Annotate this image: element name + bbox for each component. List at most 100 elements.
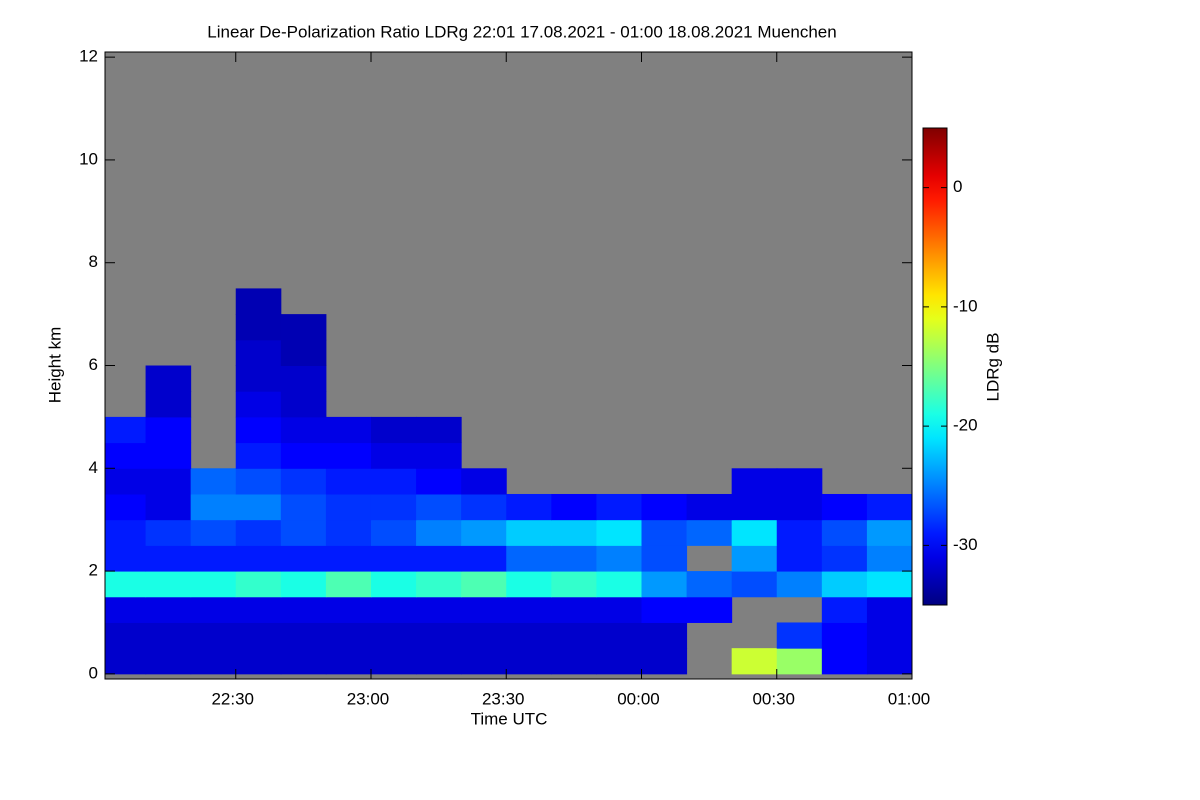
heatmap-cell bbox=[686, 571, 733, 598]
heatmap-cell bbox=[686, 493, 733, 521]
heatmap-cell bbox=[280, 391, 327, 418]
heatmap-cell bbox=[370, 493, 417, 521]
heatmap-cell bbox=[821, 545, 868, 572]
heatmap-cell bbox=[416, 571, 462, 598]
heatmap-cell bbox=[866, 648, 913, 675]
heatmap-cell bbox=[235, 545, 282, 572]
heatmap-cell bbox=[416, 442, 462, 469]
heatmap-cell bbox=[461, 468, 507, 495]
heatmap-cell bbox=[416, 596, 462, 623]
heatmap-cell bbox=[596, 519, 642, 546]
x-tick-label: 23:30 bbox=[482, 689, 525, 708]
heatmap-cell bbox=[235, 622, 282, 649]
heatmap-cell bbox=[866, 519, 913, 546]
heatmap-cell bbox=[641, 545, 688, 572]
heatmap-cell bbox=[145, 596, 192, 623]
heatmap-cell bbox=[105, 571, 147, 598]
chart-title: Linear De-Polarization Ratio LDRg 22:01 … bbox=[207, 22, 836, 41]
heatmap-cell bbox=[235, 288, 282, 315]
heatmap-cell bbox=[641, 648, 688, 675]
heatmap-cell bbox=[821, 648, 868, 675]
y-axis-label: Height km bbox=[45, 327, 64, 404]
heatmap-cell bbox=[235, 391, 282, 418]
heatmap-cell bbox=[105, 622, 147, 649]
heatmap-cell bbox=[731, 571, 778, 598]
y-tick-label: 2 bbox=[89, 561, 98, 580]
heatmap-cell bbox=[596, 545, 642, 572]
y-tick-label: 8 bbox=[89, 252, 98, 271]
heatmap-cell bbox=[370, 519, 417, 546]
heatmap-cell bbox=[145, 493, 192, 521]
heatmap-cell bbox=[145, 442, 192, 469]
heatmap-cell bbox=[641, 596, 688, 623]
heatmap-cell bbox=[370, 622, 417, 649]
heatmap-cell bbox=[686, 519, 733, 546]
heatmap-cell bbox=[506, 596, 552, 623]
heatmap-cell bbox=[325, 519, 372, 546]
heatmap-cell bbox=[145, 519, 192, 546]
heatmap-cell bbox=[325, 596, 372, 623]
heatmap-cell bbox=[776, 519, 823, 546]
heatmap-cell bbox=[235, 596, 282, 623]
y-tick-label: 6 bbox=[89, 355, 98, 374]
heatmap-cell bbox=[866, 571, 913, 598]
heatmap-cell bbox=[731, 648, 778, 675]
heatmap-cell bbox=[821, 622, 868, 649]
heatmap-cell bbox=[461, 493, 507, 521]
heatmap-cell bbox=[551, 596, 597, 623]
heatmap-cell bbox=[506, 648, 552, 675]
colorbar-tick-label: -20 bbox=[953, 416, 978, 435]
heatmap-cell bbox=[866, 622, 913, 649]
heatmap-cell bbox=[235, 519, 282, 546]
heatmap-cell bbox=[416, 545, 462, 572]
heatmap-cell bbox=[145, 545, 192, 572]
heatmap-cell bbox=[686, 596, 733, 623]
heatmap-cell bbox=[280, 648, 327, 675]
heatmap-cell bbox=[325, 493, 372, 521]
heatmap-cell bbox=[866, 493, 913, 521]
heatmap-cell bbox=[105, 648, 147, 675]
heatmap-cell bbox=[821, 571, 868, 598]
heatmap-cell bbox=[506, 571, 552, 598]
heatmap-cell bbox=[235, 339, 282, 366]
heatmap-cell bbox=[416, 493, 462, 521]
heatmap-cell bbox=[105, 545, 147, 572]
heatmap-cell bbox=[280, 519, 327, 546]
heatmap-cell bbox=[551, 493, 597, 521]
heatmap-cell bbox=[280, 545, 327, 572]
heatmap-cell bbox=[506, 519, 552, 546]
heatmap-cell bbox=[190, 622, 237, 649]
heatmap-cell bbox=[641, 571, 688, 598]
heatmap-cell bbox=[280, 493, 327, 521]
heatmap-cell bbox=[370, 468, 417, 495]
heatmap-cell bbox=[416, 416, 462, 444]
heatmap-cell bbox=[190, 571, 237, 598]
heatmap-cell bbox=[235, 365, 282, 392]
heatmap-cell bbox=[280, 442, 327, 469]
heatmap-cell bbox=[551, 571, 597, 598]
heatmap-cell bbox=[461, 596, 507, 623]
colorbar-label: LDRg dB bbox=[983, 333, 1002, 402]
heatmap-cell bbox=[370, 648, 417, 675]
heatmap-cell bbox=[416, 519, 462, 546]
heatmap-cell bbox=[551, 648, 597, 675]
heatmap-cell bbox=[280, 596, 327, 623]
heatmap-cell bbox=[821, 519, 868, 546]
heatmap-cell bbox=[731, 493, 778, 521]
heatmap-cell bbox=[596, 648, 642, 675]
heatmap-cell bbox=[506, 493, 552, 521]
heatmap-cell bbox=[596, 622, 642, 649]
heatmap-cell bbox=[596, 493, 642, 521]
heatmap-cell bbox=[551, 622, 597, 649]
heatmap-cell bbox=[370, 596, 417, 623]
heatmap-cell bbox=[280, 314, 327, 341]
heatmap-cell bbox=[280, 339, 327, 366]
heatmap-cell bbox=[145, 365, 192, 392]
heatmap-cell bbox=[235, 493, 282, 521]
heatmap-cell bbox=[776, 468, 823, 495]
heatmap-cell bbox=[596, 571, 642, 598]
heatmap-cell bbox=[551, 545, 597, 572]
heatmap-cell bbox=[731, 468, 778, 495]
colorbar bbox=[922, 127, 948, 606]
heatmap-cell bbox=[325, 571, 372, 598]
